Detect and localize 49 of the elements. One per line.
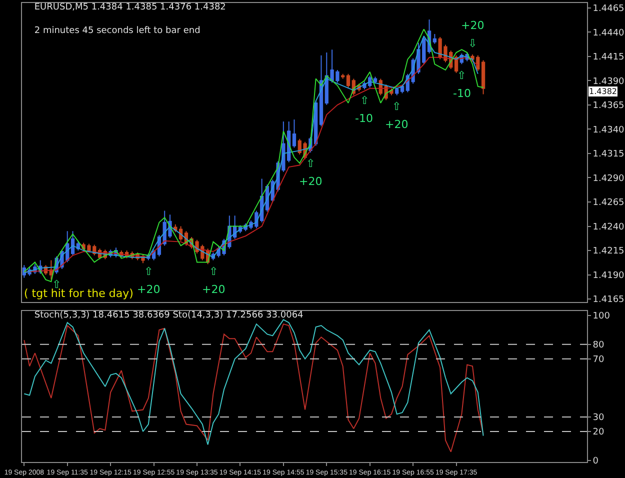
annotation: ⇧: [360, 94, 370, 107]
candlestick: [292, 118, 296, 148]
y-tick-label: 0: [592, 456, 599, 467]
candlestick: [481, 60, 486, 95]
text: 2 minutes 45 seconds left to bar end: [34, 26, 200, 36]
annotation: +20: [137, 283, 160, 296]
candlestick: [395, 86, 399, 96]
annotation: ( tgt hit for the day): [24, 287, 134, 300]
y-tick-label: 1.4340: [592, 125, 625, 136]
annotation: -10: [453, 87, 471, 100]
annotation: ⇧: [457, 69, 466, 82]
y-tick-label: 20: [592, 428, 605, 438]
y-tick-label: 1.4240: [592, 222, 625, 232]
annotation: +20: [385, 118, 408, 131]
y-tick-label: 1.4215: [592, 246, 624, 257]
y-tick-label: 100: [592, 312, 610, 322]
y-tick-label: 1.4165: [592, 295, 624, 306]
chart-title: Stoch(5,3,3) 18.4615 38.6369 Sto(14,3,3) 17.2566 33.0064: [34, 310, 304, 320]
y-tick-label: 1.4440: [592, 28, 625, 38]
candlestick: [178, 226, 183, 242]
candlestick: [373, 76, 378, 84]
candlestick: [341, 73, 345, 80]
annotation: +20: [461, 19, 484, 32]
text: 1.4382: [589, 87, 617, 96]
y-tick-label: 1.4415: [592, 52, 624, 63]
candlestick: [49, 260, 53, 280]
annotation: ⇧: [392, 100, 402, 113]
candlestick: [432, 34, 436, 44]
candlestick: [319, 54, 324, 127]
annotation: ⇧: [209, 265, 218, 278]
y-tick-label: 1.4190: [592, 270, 625, 281]
y-tick-label: 1.4265: [592, 198, 624, 208]
candlestick: [70, 230, 75, 256]
y-tick-label: 80: [592, 340, 605, 351]
y-tick-label: 1.4365: [592, 101, 624, 112]
annotation: -10: [355, 112, 373, 125]
y-tick-label: 1.4390: [592, 76, 625, 87]
y-tick-label: 1.4315: [592, 150, 624, 160]
annotation: +20: [202, 283, 226, 296]
annotation: ⇩: [468, 37, 478, 50]
y-tick-label: 30: [592, 413, 605, 424]
y-tick-label: 1.4290: [592, 174, 625, 184]
annotation: ⇧: [144, 265, 154, 278]
y-tick-label: 1.4465: [592, 4, 624, 14]
candlestick: [346, 73, 350, 88]
y-tick-label: 70: [592, 355, 605, 366]
annotation: ⇧: [306, 157, 316, 170]
chart-title: EURUSD,M5 1.4384 1.4385 1.4376 1.4382: [34, 2, 226, 12]
annotation: +20: [299, 175, 322, 188]
